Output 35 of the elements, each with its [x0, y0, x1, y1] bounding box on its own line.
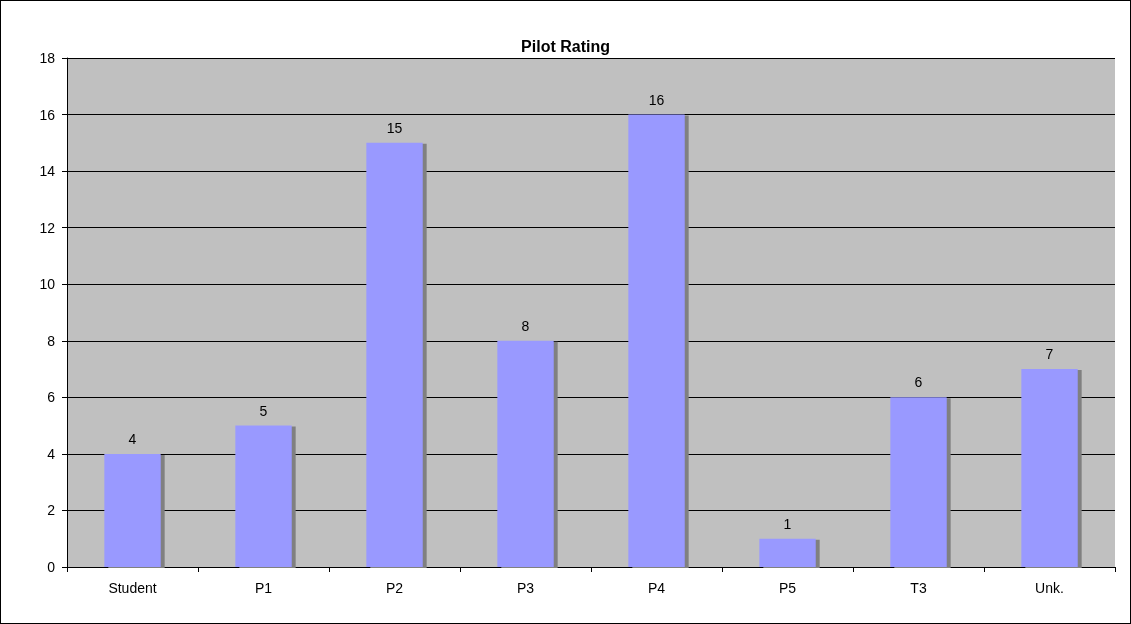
bar [890, 397, 947, 567]
x-tick-label: P5 [778, 580, 797, 596]
y-tick-label: 4 [47, 445, 56, 462]
chart-title: Pilot Rating [521, 37, 610, 55]
y-tick-label: 16 [39, 106, 56, 123]
x-tick-label: P3 [516, 580, 535, 596]
y-tick-label: 12 [39, 219, 56, 236]
y-tick-label: 0 [47, 559, 56, 575]
data-label: 5 [259, 402, 268, 419]
x-tick-label: P1 [254, 580, 273, 596]
x-tick-label: Unk. [1035, 580, 1064, 596]
x-tick-label: P2 [385, 580, 404, 596]
data-label: 1 [783, 515, 792, 532]
data-label: 4 [128, 430, 137, 447]
bar [104, 453, 161, 567]
data-label: 7 [1045, 346, 1054, 363]
bar [366, 142, 423, 567]
y-tick-label: 8 [47, 332, 56, 349]
x-tick-label: P4 [647, 580, 666, 596]
bar [235, 425, 292, 567]
data-label: 16 [648, 91, 665, 108]
data-label: 6 [914, 374, 923, 391]
data-label: 8 [521, 317, 530, 334]
y-tick-label: 14 [39, 163, 56, 180]
x-tick-label: T3 [910, 580, 927, 596]
y-tick-label: 2 [47, 502, 56, 519]
bar [497, 340, 554, 567]
y-tick-label: 6 [47, 389, 56, 406]
y-tick-label: 18 [39, 50, 56, 66]
bar [759, 538, 816, 567]
bar [1021, 369, 1078, 567]
y-tick-label: 10 [39, 276, 56, 293]
bar [628, 114, 685, 567]
data-label: 15 [386, 119, 403, 136]
x-tick-label: Student [108, 580, 157, 596]
